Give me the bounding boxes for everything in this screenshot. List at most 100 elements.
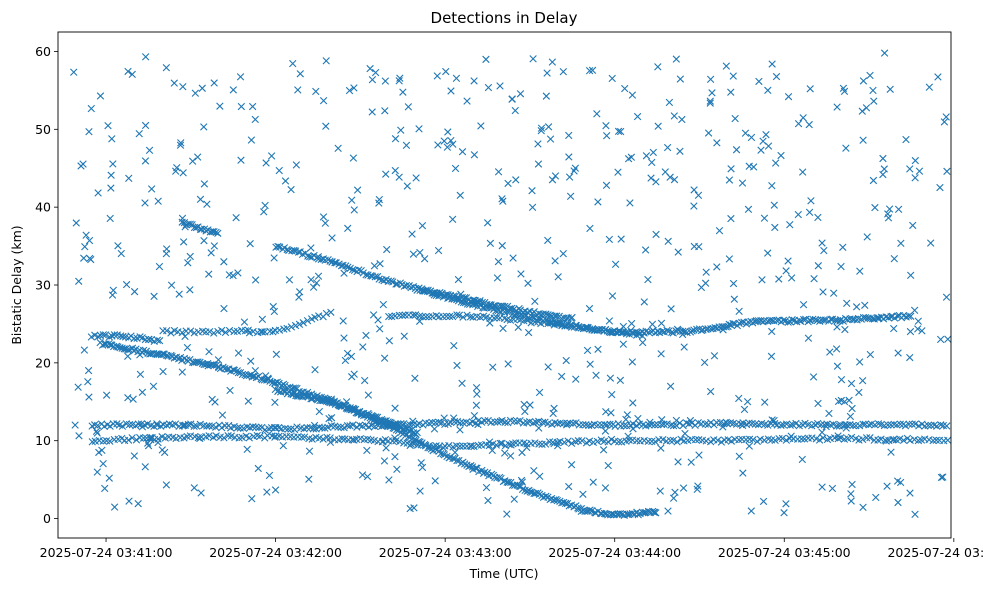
data-point	[671, 488, 679, 496]
data-point	[102, 340, 110, 348]
data-point	[826, 348, 834, 356]
data-point	[251, 366, 259, 375]
data-point	[542, 310, 550, 318]
data-point	[179, 169, 187, 177]
data-point	[656, 487, 664, 495]
data-point	[744, 205, 753, 214]
data-point	[235, 434, 243, 442]
data-point	[749, 436, 757, 444]
data-point	[283, 324, 291, 333]
data-point	[92, 427, 101, 435]
data-point	[911, 156, 920, 165]
data-point	[559, 249, 567, 258]
y-axis-label: Bistatic Delay (km)	[9, 225, 24, 344]
data-point	[512, 176, 520, 184]
data-point	[594, 345, 602, 353]
data-point	[375, 275, 383, 283]
data-point	[431, 418, 440, 427]
data-point	[370, 262, 379, 270]
data-point	[99, 459, 107, 468]
data-point	[739, 419, 747, 427]
data-point	[541, 440, 550, 448]
data-point	[652, 230, 660, 239]
data-point	[911, 420, 920, 428]
data-point	[841, 325, 849, 334]
data-point	[507, 441, 515, 449]
data-point	[666, 382, 675, 390]
data-point	[363, 472, 372, 481]
data-point	[343, 349, 352, 358]
data-point	[252, 373, 261, 382]
data-point	[518, 478, 527, 486]
data-point	[745, 442, 753, 450]
data-point	[619, 322, 628, 331]
data-point	[346, 422, 354, 430]
data-point	[777, 151, 785, 160]
data-point	[837, 375, 846, 384]
data-point	[730, 295, 739, 303]
data-point	[914, 325, 922, 333]
data-point	[415, 125, 423, 133]
data-point	[695, 451, 703, 459]
data-point	[314, 255, 323, 263]
data-point	[459, 442, 467, 450]
data-point	[667, 305, 675, 313]
data-point	[735, 319, 743, 328]
data-point	[794, 119, 803, 128]
data-point	[890, 255, 898, 263]
data-point	[879, 170, 887, 179]
data-point	[141, 463, 149, 471]
data-point	[725, 176, 734, 184]
data-point	[843, 299, 851, 308]
data-point	[855, 358, 864, 366]
data-point	[347, 352, 356, 361]
data-point	[204, 362, 212, 370]
data-point	[108, 291, 117, 299]
data-point	[212, 432, 220, 440]
data-point	[107, 184, 115, 192]
x-tick-label: 2025-07-24 03:43:00	[379, 545, 512, 560]
data-point	[184, 420, 193, 429]
data-point	[626, 199, 634, 207]
data-point	[735, 394, 743, 403]
data-point	[566, 192, 575, 200]
data-point	[848, 404, 856, 413]
data-point	[499, 197, 507, 205]
data-point	[932, 436, 941, 444]
data-point	[450, 342, 458, 350]
data-point	[420, 255, 429, 263]
data-point	[492, 441, 501, 449]
data-point	[504, 360, 512, 368]
data-point	[827, 315, 835, 323]
data-point	[305, 253, 314, 261]
data-point	[80, 254, 88, 262]
data-point	[681, 429, 689, 438]
data-point	[153, 420, 161, 428]
data-point	[837, 396, 845, 405]
data-point	[807, 197, 815, 205]
data-point	[428, 418, 436, 427]
data-point	[382, 170, 390, 178]
data-point	[162, 64, 171, 72]
data-point	[179, 238, 188, 246]
data-point	[869, 176, 878, 185]
data-point	[284, 425, 292, 433]
data-point	[514, 323, 522, 331]
data-point	[391, 434, 399, 442]
data-point	[130, 334, 138, 343]
data-point	[322, 122, 330, 130]
data-point	[214, 356, 223, 364]
data-point	[583, 346, 592, 355]
data-point	[186, 286, 194, 294]
data-point	[905, 420, 913, 429]
data-point	[695, 243, 703, 251]
data-point	[93, 468, 101, 476]
data-point	[909, 221, 917, 230]
data-point	[830, 289, 838, 297]
data-point	[608, 390, 616, 399]
data-point	[411, 429, 420, 438]
data-point	[136, 333, 144, 341]
data-point	[561, 499, 570, 508]
data-point	[805, 120, 813, 129]
data-point	[773, 316, 781, 325]
